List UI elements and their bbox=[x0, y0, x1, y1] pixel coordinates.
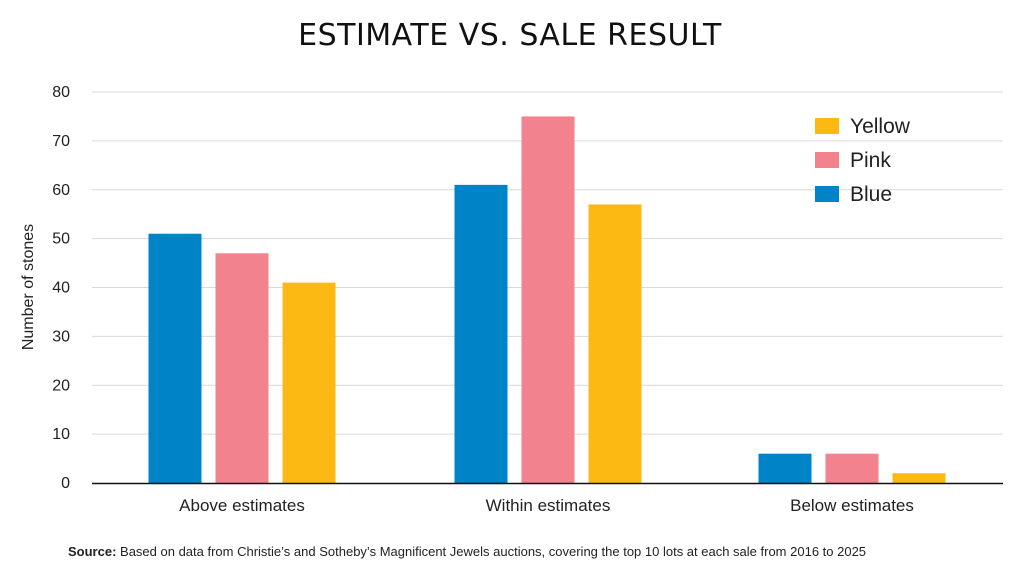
bar-yellow-1 bbox=[282, 282, 336, 483]
bar-blue-1 bbox=[148, 233, 202, 483]
bar-pink-2 bbox=[521, 116, 575, 483]
bar-blue-3 bbox=[758, 453, 812, 483]
y-tick-label: 40 bbox=[52, 280, 70, 297]
y-axis-label: Number of stones bbox=[20, 224, 37, 350]
y-tick-label: 80 bbox=[52, 84, 70, 101]
source-note: Source: Based on data from Christie’s an… bbox=[68, 544, 1008, 559]
chart-title: ESTIMATE VS. SALE RESULT bbox=[298, 18, 722, 53]
legend-swatch-pink bbox=[815, 152, 839, 168]
category-label: Within estimates bbox=[486, 496, 611, 515]
y-axis-ticks: 0 10 20 30 40 50 60 70 80 bbox=[52, 84, 70, 492]
legend-label-pink: Pink bbox=[850, 149, 891, 172]
legend: Yellow Pink Blue bbox=[815, 115, 911, 206]
y-tick-label: 20 bbox=[52, 377, 70, 394]
bar-pink-1 bbox=[215, 253, 269, 483]
legend-swatch-blue bbox=[815, 186, 839, 202]
source-label: Source: bbox=[68, 544, 117, 559]
bar-yellow-2 bbox=[588, 204, 642, 483]
bar-yellow-3 bbox=[892, 473, 946, 483]
category-label: Above estimates bbox=[179, 496, 305, 515]
category-label: Below estimates bbox=[790, 496, 914, 515]
y-tick-label: 70 bbox=[52, 133, 70, 150]
source-text: Based on data from Christie’s and Sotheb… bbox=[116, 544, 867, 559]
bars bbox=[148, 116, 946, 484]
category-labels: Above estimates Within estimates Below est… bbox=[179, 496, 914, 515]
y-tick-label: 30 bbox=[52, 328, 70, 345]
legend-swatch-yellow bbox=[815, 118, 839, 134]
legend-label-blue: Blue bbox=[850, 183, 892, 206]
y-tick-label: 0 bbox=[61, 475, 70, 492]
bar-pink-3 bbox=[825, 453, 879, 483]
y-tick-label: 60 bbox=[52, 182, 70, 199]
legend-label-yellow: Yellow bbox=[850, 115, 911, 138]
bar-blue-2 bbox=[454, 184, 508, 484]
y-tick-label: 10 bbox=[52, 426, 70, 443]
y-tick-label: 50 bbox=[52, 231, 70, 248]
